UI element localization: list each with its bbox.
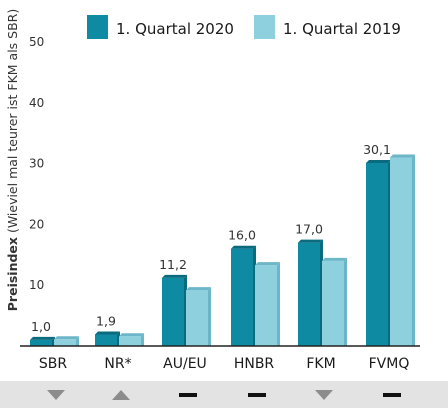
trend-down-icon xyxy=(47,390,65,400)
data-label: 17,0 xyxy=(295,222,323,237)
bar-2019-nr xyxy=(119,333,144,346)
bar-2020-hnbr xyxy=(231,245,256,346)
trend-panel xyxy=(0,381,448,408)
bar-body xyxy=(298,242,320,346)
bar-top xyxy=(366,159,391,163)
x-category-label: NR* xyxy=(104,356,131,372)
bar-top xyxy=(255,262,280,266)
trend-unchanged-icon xyxy=(248,393,266,397)
y-axis-label-rest: (Wieviel mal teurer ist FKM als SBR) xyxy=(5,9,20,237)
bar-side xyxy=(76,336,79,346)
bar-2019-sbr xyxy=(54,336,79,346)
bar-2020-nr xyxy=(95,331,120,346)
bar-top xyxy=(119,333,144,337)
data-label: 11,2 xyxy=(159,257,187,272)
bar-body xyxy=(162,277,184,346)
bar-top xyxy=(186,287,211,291)
bar-top xyxy=(390,154,415,158)
bar-top xyxy=(54,336,79,340)
y-ticks: 10 20 30 40 50 xyxy=(29,35,44,292)
bar-side xyxy=(277,262,280,346)
bar-top xyxy=(298,239,323,243)
x-categories: SBR NR* AU/EU HNBR FKM FVMQ xyxy=(39,356,409,372)
bar-2019-fvmq xyxy=(390,154,415,346)
bar-side xyxy=(141,333,144,346)
bar-body xyxy=(231,248,253,346)
y-tick-label: 30 xyxy=(29,157,44,171)
bar-top xyxy=(231,245,256,249)
bar-body xyxy=(322,260,344,346)
trend-markers xyxy=(47,390,401,400)
bar-body xyxy=(390,157,412,346)
bar-top xyxy=(322,257,347,261)
bar-top xyxy=(162,274,187,278)
bar-body xyxy=(366,162,388,346)
bar-2020-fkm xyxy=(298,239,323,346)
bars: 1,0 1,9 11,2 16,0 17,0 30,1 xyxy=(30,142,415,346)
y-tick-label: 20 xyxy=(29,217,44,231)
trend-unchanged-icon xyxy=(383,393,401,397)
bar-2020-aueu xyxy=(162,274,187,346)
legend-swatch-2019 xyxy=(254,15,275,39)
bar-top xyxy=(95,331,120,335)
bar-2020-fvmq xyxy=(366,159,391,346)
bar-body xyxy=(95,334,117,346)
bar-side xyxy=(412,154,415,346)
x-category-label: SBR xyxy=(39,356,67,372)
bar-2019-hnbr xyxy=(255,262,280,346)
x-category-label: FKM xyxy=(306,356,335,372)
trend-down-icon xyxy=(315,390,333,400)
x-category-label: AU/EU xyxy=(163,356,207,372)
y-tick-label: 10 xyxy=(29,278,44,292)
bar-side xyxy=(344,257,347,346)
bar-top xyxy=(30,336,55,340)
y-axis-label: Preisindex (Wieviel mal teurer ist FKM a… xyxy=(5,9,20,311)
bar-body xyxy=(54,339,76,346)
bar-body xyxy=(255,265,277,346)
bar-2020-sbr xyxy=(30,336,55,346)
x-category-label: HNBR xyxy=(234,356,275,372)
trend-up-icon xyxy=(112,390,130,400)
legend-label-2019: 1. Quartal 2019 xyxy=(283,20,401,38)
trend-unchanged-icon xyxy=(179,393,197,397)
y-tick-label: 40 xyxy=(29,96,44,110)
bar-2019-fkm xyxy=(322,257,347,346)
y-tick-label: 50 xyxy=(29,35,44,49)
legend: 1. Quartal 2020 1. Quartal 2019 xyxy=(87,15,401,39)
bar-body xyxy=(119,336,141,346)
legend-label-2020: 1. Quartal 2020 xyxy=(116,20,234,38)
bar-2019-aueu xyxy=(186,287,211,346)
x-category-label: FVMQ xyxy=(369,356,410,372)
bar-body xyxy=(186,290,208,346)
data-label: 1,9 xyxy=(96,313,116,328)
data-label: 16,0 xyxy=(228,228,256,243)
data-label: 30,1 xyxy=(363,142,391,157)
bar-body xyxy=(30,339,52,346)
y-axis-label-bold: Preisindex xyxy=(5,237,20,311)
legend-swatch-2020 xyxy=(87,15,108,39)
bar-side xyxy=(208,287,211,346)
data-label: 1,0 xyxy=(31,319,51,334)
